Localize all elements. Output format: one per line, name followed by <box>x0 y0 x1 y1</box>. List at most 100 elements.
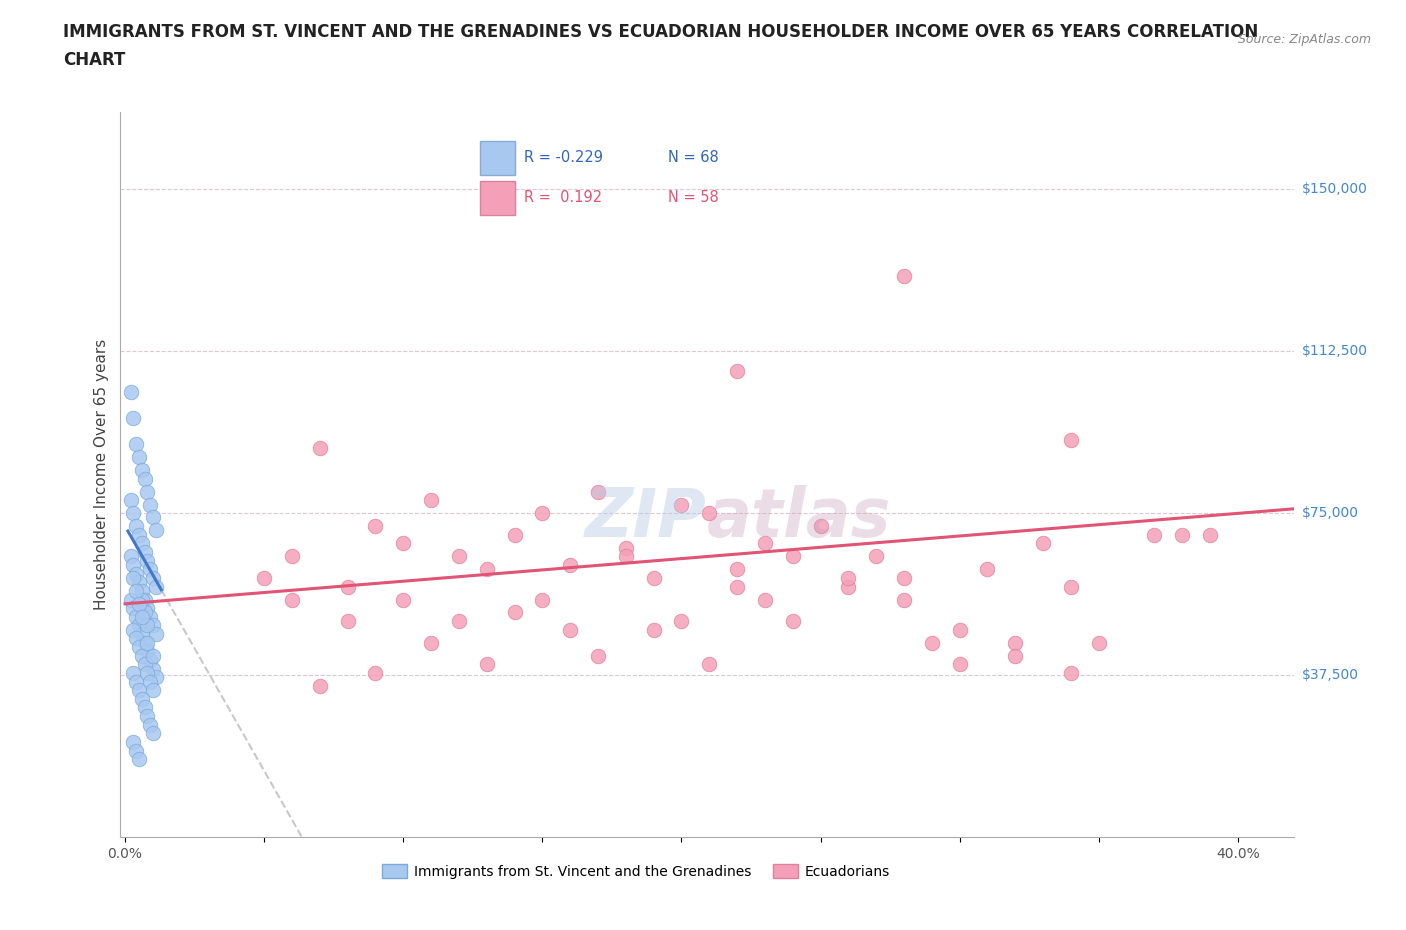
Text: $150,000: $150,000 <box>1302 182 1368 196</box>
Point <box>120 493 142 508</box>
Point <box>336 579 359 594</box>
Point <box>136 618 159 633</box>
Point <box>921 635 943 650</box>
Point <box>131 536 153 551</box>
Point <box>281 549 304 564</box>
Point <box>447 549 470 564</box>
Point <box>447 614 470 629</box>
Point <box>893 268 915 283</box>
Point <box>120 385 142 400</box>
Point <box>420 493 443 508</box>
Point <box>725 579 748 594</box>
Point <box>122 601 145 616</box>
Point <box>131 648 153 663</box>
Point <box>131 462 153 477</box>
Point <box>125 437 148 452</box>
Point <box>136 485 159 499</box>
Point <box>1004 635 1026 650</box>
Point <box>134 635 156 650</box>
Point <box>139 498 162 512</box>
Point <box>134 472 156 486</box>
Point <box>134 657 156 671</box>
Point <box>139 562 162 577</box>
Point <box>122 411 145 426</box>
Point <box>142 618 165 633</box>
Point <box>782 614 804 629</box>
Y-axis label: Householder Income Over 65 years: Householder Income Over 65 years <box>94 339 110 610</box>
Text: Source: ZipAtlas.com: Source: ZipAtlas.com <box>1237 33 1371 46</box>
Point <box>643 570 665 585</box>
Point <box>810 519 832 534</box>
Point <box>475 657 498 671</box>
Point <box>125 609 148 624</box>
Point <box>1087 635 1109 650</box>
Point <box>976 562 998 577</box>
Point <box>503 605 526 620</box>
Point <box>671 498 693 512</box>
Point <box>560 558 582 573</box>
Point <box>128 751 150 766</box>
Point <box>725 562 748 577</box>
Point <box>392 592 415 607</box>
Point <box>128 527 150 542</box>
Text: IMMIGRANTS FROM ST. VINCENT AND THE GRENADINES VS ECUADORIAN HOUSEHOLDER INCOME : IMMIGRANTS FROM ST. VINCENT AND THE GREN… <box>63 23 1258 41</box>
Point <box>122 735 145 750</box>
Point <box>614 540 637 555</box>
Text: CHART: CHART <box>63 51 125 69</box>
Point <box>142 726 165 741</box>
Point <box>586 648 609 663</box>
Point <box>671 614 693 629</box>
Point <box>142 570 165 585</box>
Point <box>142 648 165 663</box>
Point <box>1171 527 1194 542</box>
Point <box>128 575 150 590</box>
Point <box>308 441 330 456</box>
Point <box>134 700 156 715</box>
Point <box>336 614 359 629</box>
Point <box>1060 579 1083 594</box>
Point <box>560 622 582 637</box>
Legend: Immigrants from St. Vincent and the Grenadines, Ecuadorians: Immigrants from St. Vincent and the Gren… <box>377 858 896 884</box>
Point <box>893 570 915 585</box>
Text: $37,500: $37,500 <box>1302 668 1358 682</box>
Point <box>136 601 159 616</box>
Point <box>1060 432 1083 447</box>
Point <box>145 523 167 538</box>
Point <box>142 683 165 698</box>
Point <box>122 570 145 585</box>
Point <box>136 553 159 568</box>
Point <box>122 506 145 521</box>
Point <box>136 644 159 658</box>
Point <box>1199 527 1222 542</box>
Point <box>139 653 162 668</box>
Point <box>125 743 148 758</box>
Point <box>120 592 142 607</box>
Point <box>125 519 148 534</box>
Point <box>614 549 637 564</box>
Point <box>1004 648 1026 663</box>
Point <box>364 519 387 534</box>
Text: ZIP: ZIP <box>585 485 707 551</box>
Point <box>131 691 153 706</box>
Point <box>475 562 498 577</box>
Point <box>1060 666 1083 681</box>
Point <box>893 592 915 607</box>
Point <box>281 592 304 607</box>
Point <box>949 657 972 671</box>
Point <box>134 605 156 620</box>
Point <box>125 566 148 581</box>
Point <box>754 592 776 607</box>
Point <box>725 364 748 379</box>
Point <box>120 549 142 564</box>
Point <box>136 635 159 650</box>
Point <box>134 592 156 607</box>
Point <box>308 679 330 694</box>
Point <box>131 592 153 607</box>
Point <box>122 558 145 573</box>
Point <box>128 596 150 611</box>
Point <box>128 449 150 464</box>
Point <box>131 583 153 598</box>
Point <box>643 622 665 637</box>
Point <box>125 631 148 645</box>
Point <box>145 670 167 684</box>
